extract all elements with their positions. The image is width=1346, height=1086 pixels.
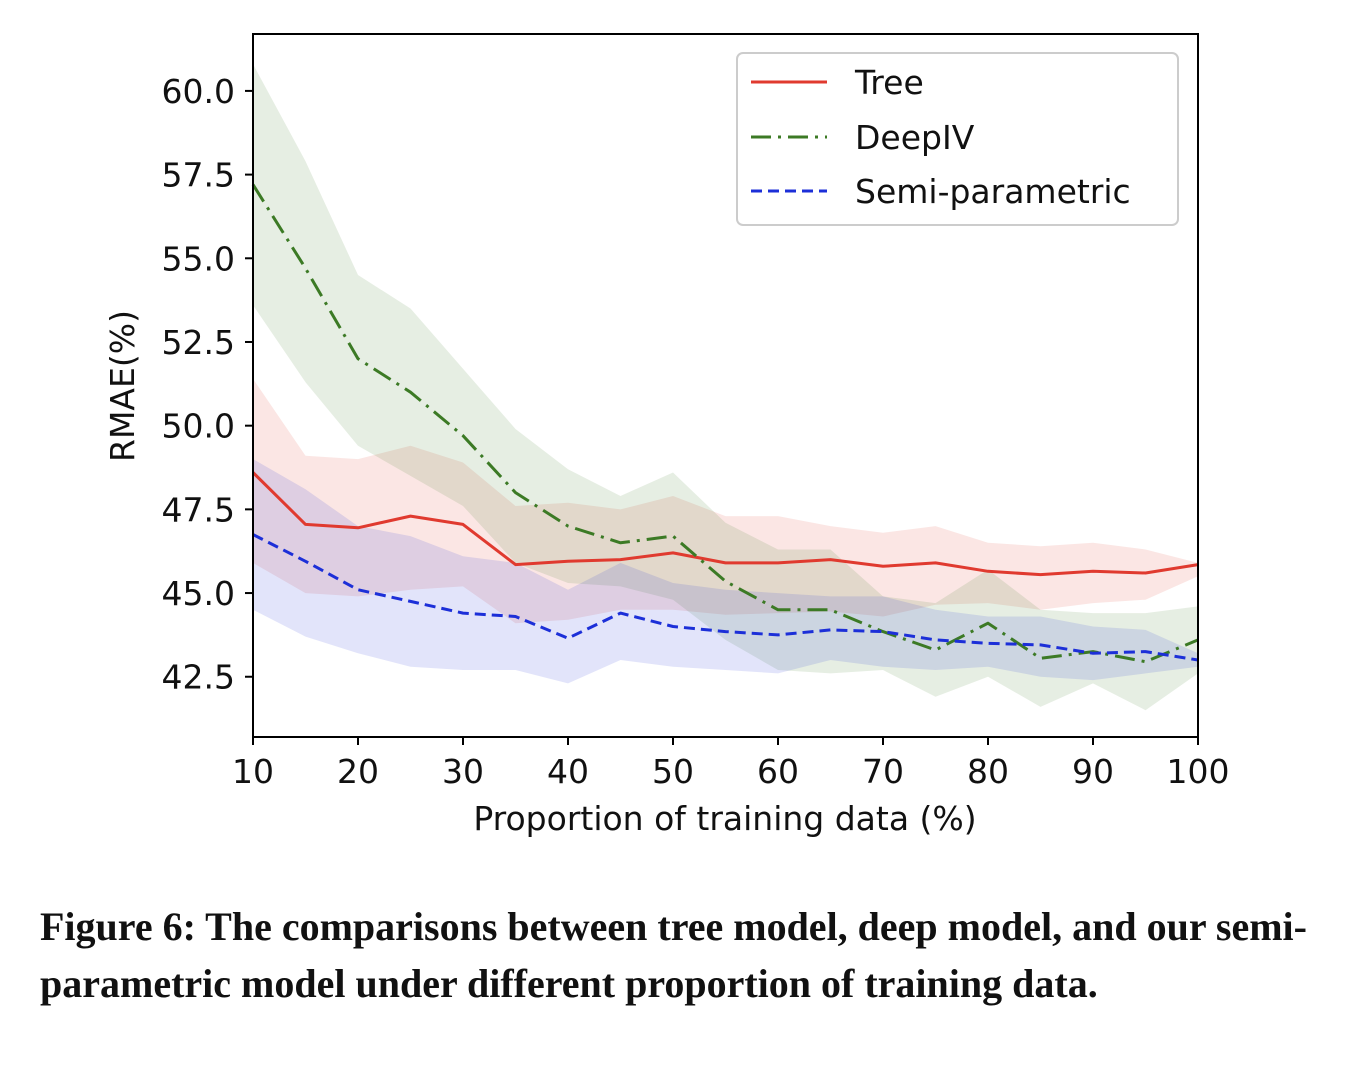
y-tick-label: 42.5: [162, 658, 235, 697]
point-tree: [934, 561, 937, 564]
point-tree: [1092, 570, 1095, 573]
x-axis-label: Proportion of training data (%): [473, 799, 976, 838]
point-deepiv: [409, 391, 412, 394]
point-tree: [1039, 573, 1042, 576]
x-tick-label: 20: [337, 752, 379, 791]
point-semi-parametric: [777, 633, 780, 636]
point-tree: [304, 523, 307, 526]
x-tick-label: 40: [547, 752, 589, 791]
point-tree: [409, 515, 412, 518]
y-tick-label: 50.0: [162, 407, 235, 446]
point-semi-parametric: [724, 630, 727, 633]
point-deepiv: [1039, 657, 1042, 660]
plot-frame: [252, 33, 1199, 738]
x-tick-label: 90: [1072, 752, 1114, 791]
point-tree: [987, 570, 990, 573]
point-deepiv: [777, 608, 780, 611]
figure-caption: Figure 6: The comparisons between tree m…: [40, 904, 1307, 1006]
point-tree: [567, 560, 570, 563]
point-deepiv: [357, 357, 360, 360]
point-semi-parametric: [934, 638, 937, 641]
point-deepiv: [934, 649, 937, 652]
x-tick-label: 30: [442, 752, 484, 791]
x-tick-label: 100: [1167, 752, 1230, 791]
y-tick-label: 45.0: [162, 574, 235, 613]
chart-svg: 10 20 30 40 50 60 70 80 90 100 42.5 45.0 47.5 50.0 52…: [103, 33, 1230, 838]
point-deepiv: [1144, 660, 1147, 663]
point-tree: [672, 551, 675, 554]
band-tree: [253, 378, 1198, 624]
point-semi-parametric: [1092, 652, 1095, 655]
point-semi-parametric: [987, 642, 990, 645]
series-lines: [251, 183, 1199, 664]
y-tick-label: 52.5: [162, 323, 235, 362]
point-semi-parametric: [1144, 650, 1147, 653]
point-semi-parametric: [304, 560, 307, 563]
band-deepiv: [253, 64, 1198, 711]
x-tick-label: 70: [862, 752, 904, 791]
point-deepiv: [987, 622, 990, 625]
point-semi-parametric: [882, 630, 885, 633]
point-tree: [357, 526, 360, 529]
line-semi-parametric: [252, 533, 1199, 662]
x-tick-label: 80: [967, 752, 1009, 791]
point-semi-parametric: [829, 628, 832, 631]
point-semi-parametric: [567, 637, 570, 640]
point-tree: [829, 558, 832, 561]
legend: Tree DeepIV Semi-parametric: [736, 52, 1179, 226]
legend-label-deepiv: DeepIV: [855, 118, 975, 157]
point-semi-parametric: [357, 588, 360, 591]
point-deepiv: [619, 541, 622, 544]
point-tree: [514, 563, 517, 566]
point-semi-parametric: [514, 615, 517, 618]
point-semi-parametric: [409, 600, 412, 603]
point-tree: [1144, 572, 1147, 575]
y-tick-label: 47.5: [162, 490, 235, 529]
y-axis-label: RMAE(%): [103, 310, 142, 462]
y-tick-label: 57.5: [162, 156, 235, 195]
x-axis-ticks: 10 20 30 40 50 60 70 80 90 100: [232, 737, 1230, 791]
point-tree: [462, 523, 465, 526]
confidence-bands: [253, 64, 1198, 711]
legend-label-semi-parametric: Semi-parametric: [855, 172, 1131, 211]
point-deepiv: [672, 535, 675, 538]
point-deepiv: [724, 580, 727, 583]
point-semi-parametric: [462, 612, 465, 615]
chart-figure: 10 20 30 40 50 60 70 80 90 100 42.5 45.0 47.5 50.0 52…: [103, 33, 1230, 838]
point-deepiv: [514, 491, 517, 494]
point-deepiv: [829, 608, 832, 611]
point-semi-parametric: [672, 625, 675, 628]
x-tick-label: 10: [232, 752, 274, 791]
x-tick-label: 60: [757, 752, 799, 791]
point-semi-parametric: [1039, 643, 1042, 646]
point-deepiv: [304, 267, 307, 270]
x-tick-label: 50: [652, 752, 694, 791]
point-tree: [882, 565, 885, 568]
band-semi-parametric: [253, 459, 1198, 684]
line-tree: [251, 471, 1199, 577]
line-deepiv: [251, 183, 1199, 664]
y-tick-label: 60.0: [162, 72, 235, 111]
y-tick-label: 55.0: [162, 239, 235, 278]
point-tree: [777, 561, 780, 564]
y-axis-ticks: 42.5 45.0 47.5 50.0 52.5 55.0 57.5 60.0: [162, 72, 253, 697]
legend-label-tree: Tree: [854, 63, 924, 102]
point-deepiv: [462, 434, 465, 437]
point-tree: [619, 558, 622, 561]
legend-box: [736, 52, 1179, 226]
point-deepiv: [567, 525, 570, 528]
point-semi-parametric: [619, 612, 622, 615]
point-tree: [724, 561, 727, 564]
